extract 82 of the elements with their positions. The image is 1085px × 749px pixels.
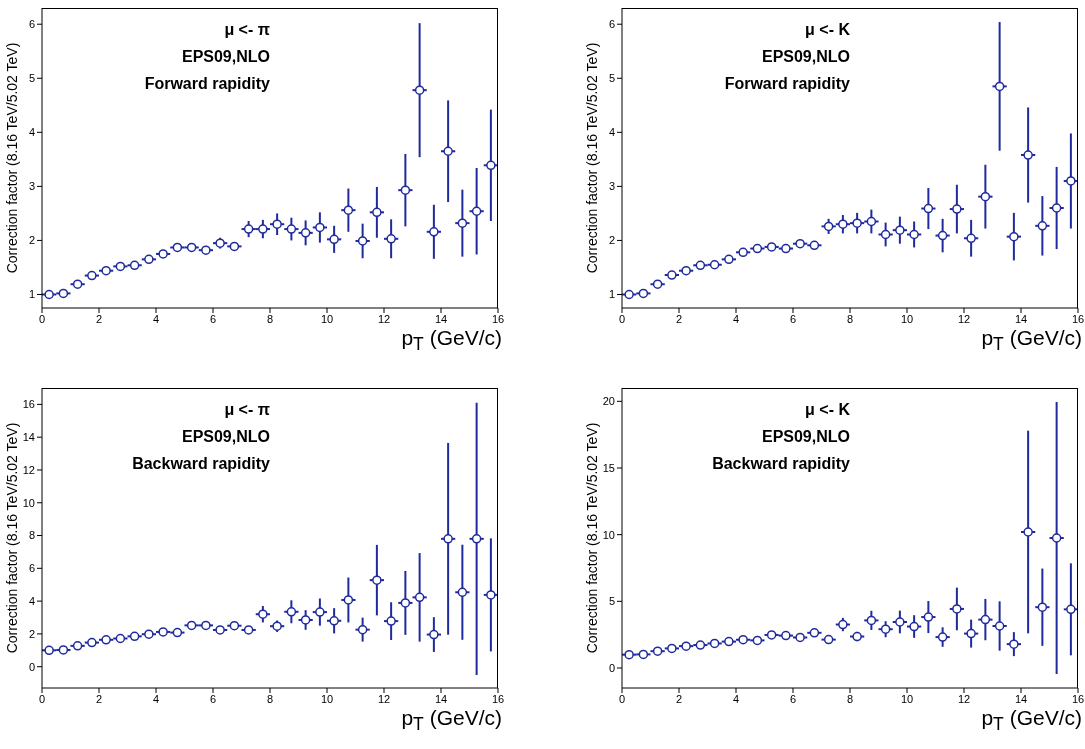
x-tick-label: 2 xyxy=(95,312,103,325)
y-tick-label: 4 xyxy=(28,595,35,608)
y-tick-label: 3 xyxy=(28,180,35,193)
x-tick-label: 6 xyxy=(789,312,797,325)
y-tick-label: 4 xyxy=(608,126,615,139)
y-tick-label: 20 xyxy=(602,395,615,408)
x-tick-label: 4 xyxy=(732,312,740,325)
x-tick-label: 14 xyxy=(434,312,448,325)
x-tick-label: 10 xyxy=(900,692,914,705)
y-tick-label: 4 xyxy=(28,126,35,139)
x-tick-label: 12 xyxy=(957,312,971,325)
y-tick-label: 8 xyxy=(28,529,35,542)
x-tick-label: 16 xyxy=(491,312,505,325)
y-axis-title: Correction factor (8.16 TeV/5.02 TeV) xyxy=(584,422,600,654)
x-tick-label: 10 xyxy=(320,312,334,325)
annotation: Forward rapidity xyxy=(143,74,270,94)
y-tick-label: 2 xyxy=(28,234,35,247)
y-tick-label: 6 xyxy=(28,18,35,31)
x-tick-label: 14 xyxy=(1014,312,1028,325)
y-tick-label: 16 xyxy=(22,398,35,411)
y-axis-title: Correction factor (8.16 TeV/5.02 TeV) xyxy=(584,42,600,274)
x-tick-label: 2 xyxy=(95,692,103,705)
x-axis-title: p$_{T}$ (GeV/c) xyxy=(401,706,502,736)
x-axis-title: p$_{T}$ (GeV/c) xyxy=(981,706,1082,736)
x-tick-label: 14 xyxy=(434,692,448,705)
annotation: EPS09,NLO xyxy=(180,47,270,67)
annotation: μ <- K xyxy=(804,20,850,40)
y-tick-label: 10 xyxy=(22,496,35,509)
y-tick-label: 0 xyxy=(608,661,615,674)
x-tick-label: 2 xyxy=(675,692,683,705)
annotation: Backward rapidity xyxy=(131,454,270,474)
y-tick-label: 6 xyxy=(28,562,35,575)
x-tick-label: 10 xyxy=(320,692,334,705)
x-tick-label: 6 xyxy=(209,692,217,705)
x-tick-label: 10 xyxy=(900,312,914,325)
annotation: EPS09,NLO xyxy=(760,427,850,447)
x-tick-label: 4 xyxy=(732,692,740,705)
x-tick-label: 8 xyxy=(846,312,854,325)
x-tick-label: 6 xyxy=(209,312,217,325)
x-tick-label: 0 xyxy=(618,312,626,325)
y-tick-label: 14 xyxy=(22,431,35,444)
x-tick-label: 8 xyxy=(266,692,274,705)
y-tick-label: 2 xyxy=(608,234,615,247)
y-tick-label: 15 xyxy=(602,461,615,474)
annotation: Forward rapidity xyxy=(723,74,850,94)
y-tick-label: 5 xyxy=(608,595,615,608)
annotation: μ <- K xyxy=(804,400,850,420)
y-tick-label: 2 xyxy=(28,627,35,640)
y-tick-label: 0 xyxy=(28,660,35,673)
x-tick-label: 12 xyxy=(377,312,391,325)
x-tick-label: 8 xyxy=(266,312,274,325)
y-tick-label: 3 xyxy=(608,180,615,193)
x-tick-label: 14 xyxy=(1014,692,1028,705)
x-tick-label: 16 xyxy=(491,692,505,705)
x-tick-label: 16 xyxy=(1071,692,1085,705)
y-tick-label: 6 xyxy=(608,18,615,31)
x-tick-label: 0 xyxy=(38,312,46,325)
y-tick-label: 10 xyxy=(602,528,615,541)
x-tick-label: 8 xyxy=(846,692,854,705)
x-tick-label: 4 xyxy=(152,312,160,325)
y-tick-label: 5 xyxy=(608,72,615,85)
x-tick-label: 6 xyxy=(789,692,797,705)
annotation: EPS09,NLO xyxy=(180,427,270,447)
x-tick-label: 16 xyxy=(1071,312,1085,325)
y-tick-label: 12 xyxy=(22,463,35,476)
x-axis-title: p$_{T}$ (GeV/c) xyxy=(981,326,1082,356)
annotation: EPS09,NLO xyxy=(760,47,850,67)
annotation: Backward rapidity xyxy=(711,454,850,474)
x-tick-label: 0 xyxy=(618,692,626,705)
x-tick-label: 12 xyxy=(957,692,971,705)
annotation: μ <- π xyxy=(223,20,270,40)
x-axis-title: p$_{T}$ (GeV/c) xyxy=(401,326,502,356)
x-tick-label: 0 xyxy=(38,692,46,705)
y-tick-label: 1 xyxy=(608,288,615,301)
y-axis-title: Correction factor (8.16 TeV/5.02 TeV) xyxy=(4,42,20,274)
y-tick-label: 1 xyxy=(28,288,35,301)
x-tick-label: 2 xyxy=(675,312,683,325)
x-tick-label: 4 xyxy=(152,692,160,705)
y-axis-title: Correction factor (8.16 TeV/5.02 TeV) xyxy=(4,422,20,654)
x-tick-label: 12 xyxy=(377,692,391,705)
y-tick-label: 5 xyxy=(28,72,35,85)
annotation: μ <- π xyxy=(223,400,270,420)
